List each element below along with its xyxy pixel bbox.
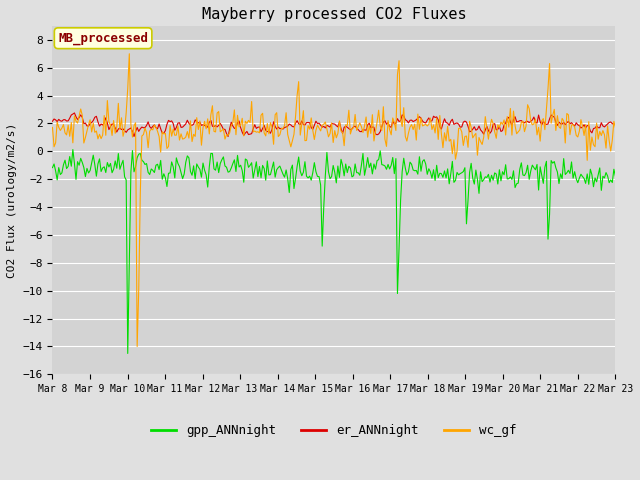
er_ANNnight — [218, 123, 226, 129]
er_ANNnight — [248, 131, 255, 136]
gpp_ANNnight — [248, 160, 255, 166]
gpp_ANNnight — [220, 154, 227, 160]
er_ANNnight — [238, 129, 246, 135]
gpp_ANNnight — [119, 157, 127, 163]
wc_gf — [298, 120, 306, 126]
er_ANNnight — [224, 133, 232, 139]
er_ANNnight — [70, 110, 78, 116]
wc_gf — [49, 124, 56, 130]
Title: Mayberry processed CO2 Fluxes: Mayberry processed CO2 Fluxes — [202, 7, 467, 22]
Text: MB_processed: MB_processed — [58, 32, 148, 45]
er_ANNnight — [612, 121, 620, 127]
Line: wc_gf: wc_gf — [52, 54, 616, 347]
wc_gf — [248, 99, 255, 105]
er_ANNnight — [298, 118, 306, 124]
wc_gf — [584, 157, 591, 163]
wc_gf — [118, 115, 125, 120]
Legend: gpp_ANNnight, er_ANNnight, wc_gf: gpp_ANNnight, er_ANNnight, wc_gf — [147, 419, 522, 442]
er_ANNnight — [119, 126, 127, 132]
Line: er_ANNnight: er_ANNnight — [52, 113, 616, 136]
gpp_ANNnight — [238, 168, 246, 173]
gpp_ANNnight — [124, 350, 132, 356]
Line: gpp_ANNnight: gpp_ANNnight — [52, 150, 616, 353]
gpp_ANNnight — [298, 173, 306, 179]
wc_gf — [133, 344, 141, 349]
gpp_ANNnight — [584, 171, 591, 177]
gpp_ANNnight — [612, 173, 620, 179]
wc_gf — [220, 126, 227, 132]
wc_gf — [125, 51, 133, 57]
gpp_ANNnight — [69, 147, 77, 153]
Y-axis label: CO2 Flux (urology/m2/s): CO2 Flux (urology/m2/s) — [7, 122, 17, 278]
gpp_ANNnight — [49, 165, 56, 170]
wc_gf — [238, 115, 246, 121]
er_ANNnight — [584, 123, 591, 129]
wc_gf — [612, 125, 620, 131]
er_ANNnight — [49, 119, 56, 124]
